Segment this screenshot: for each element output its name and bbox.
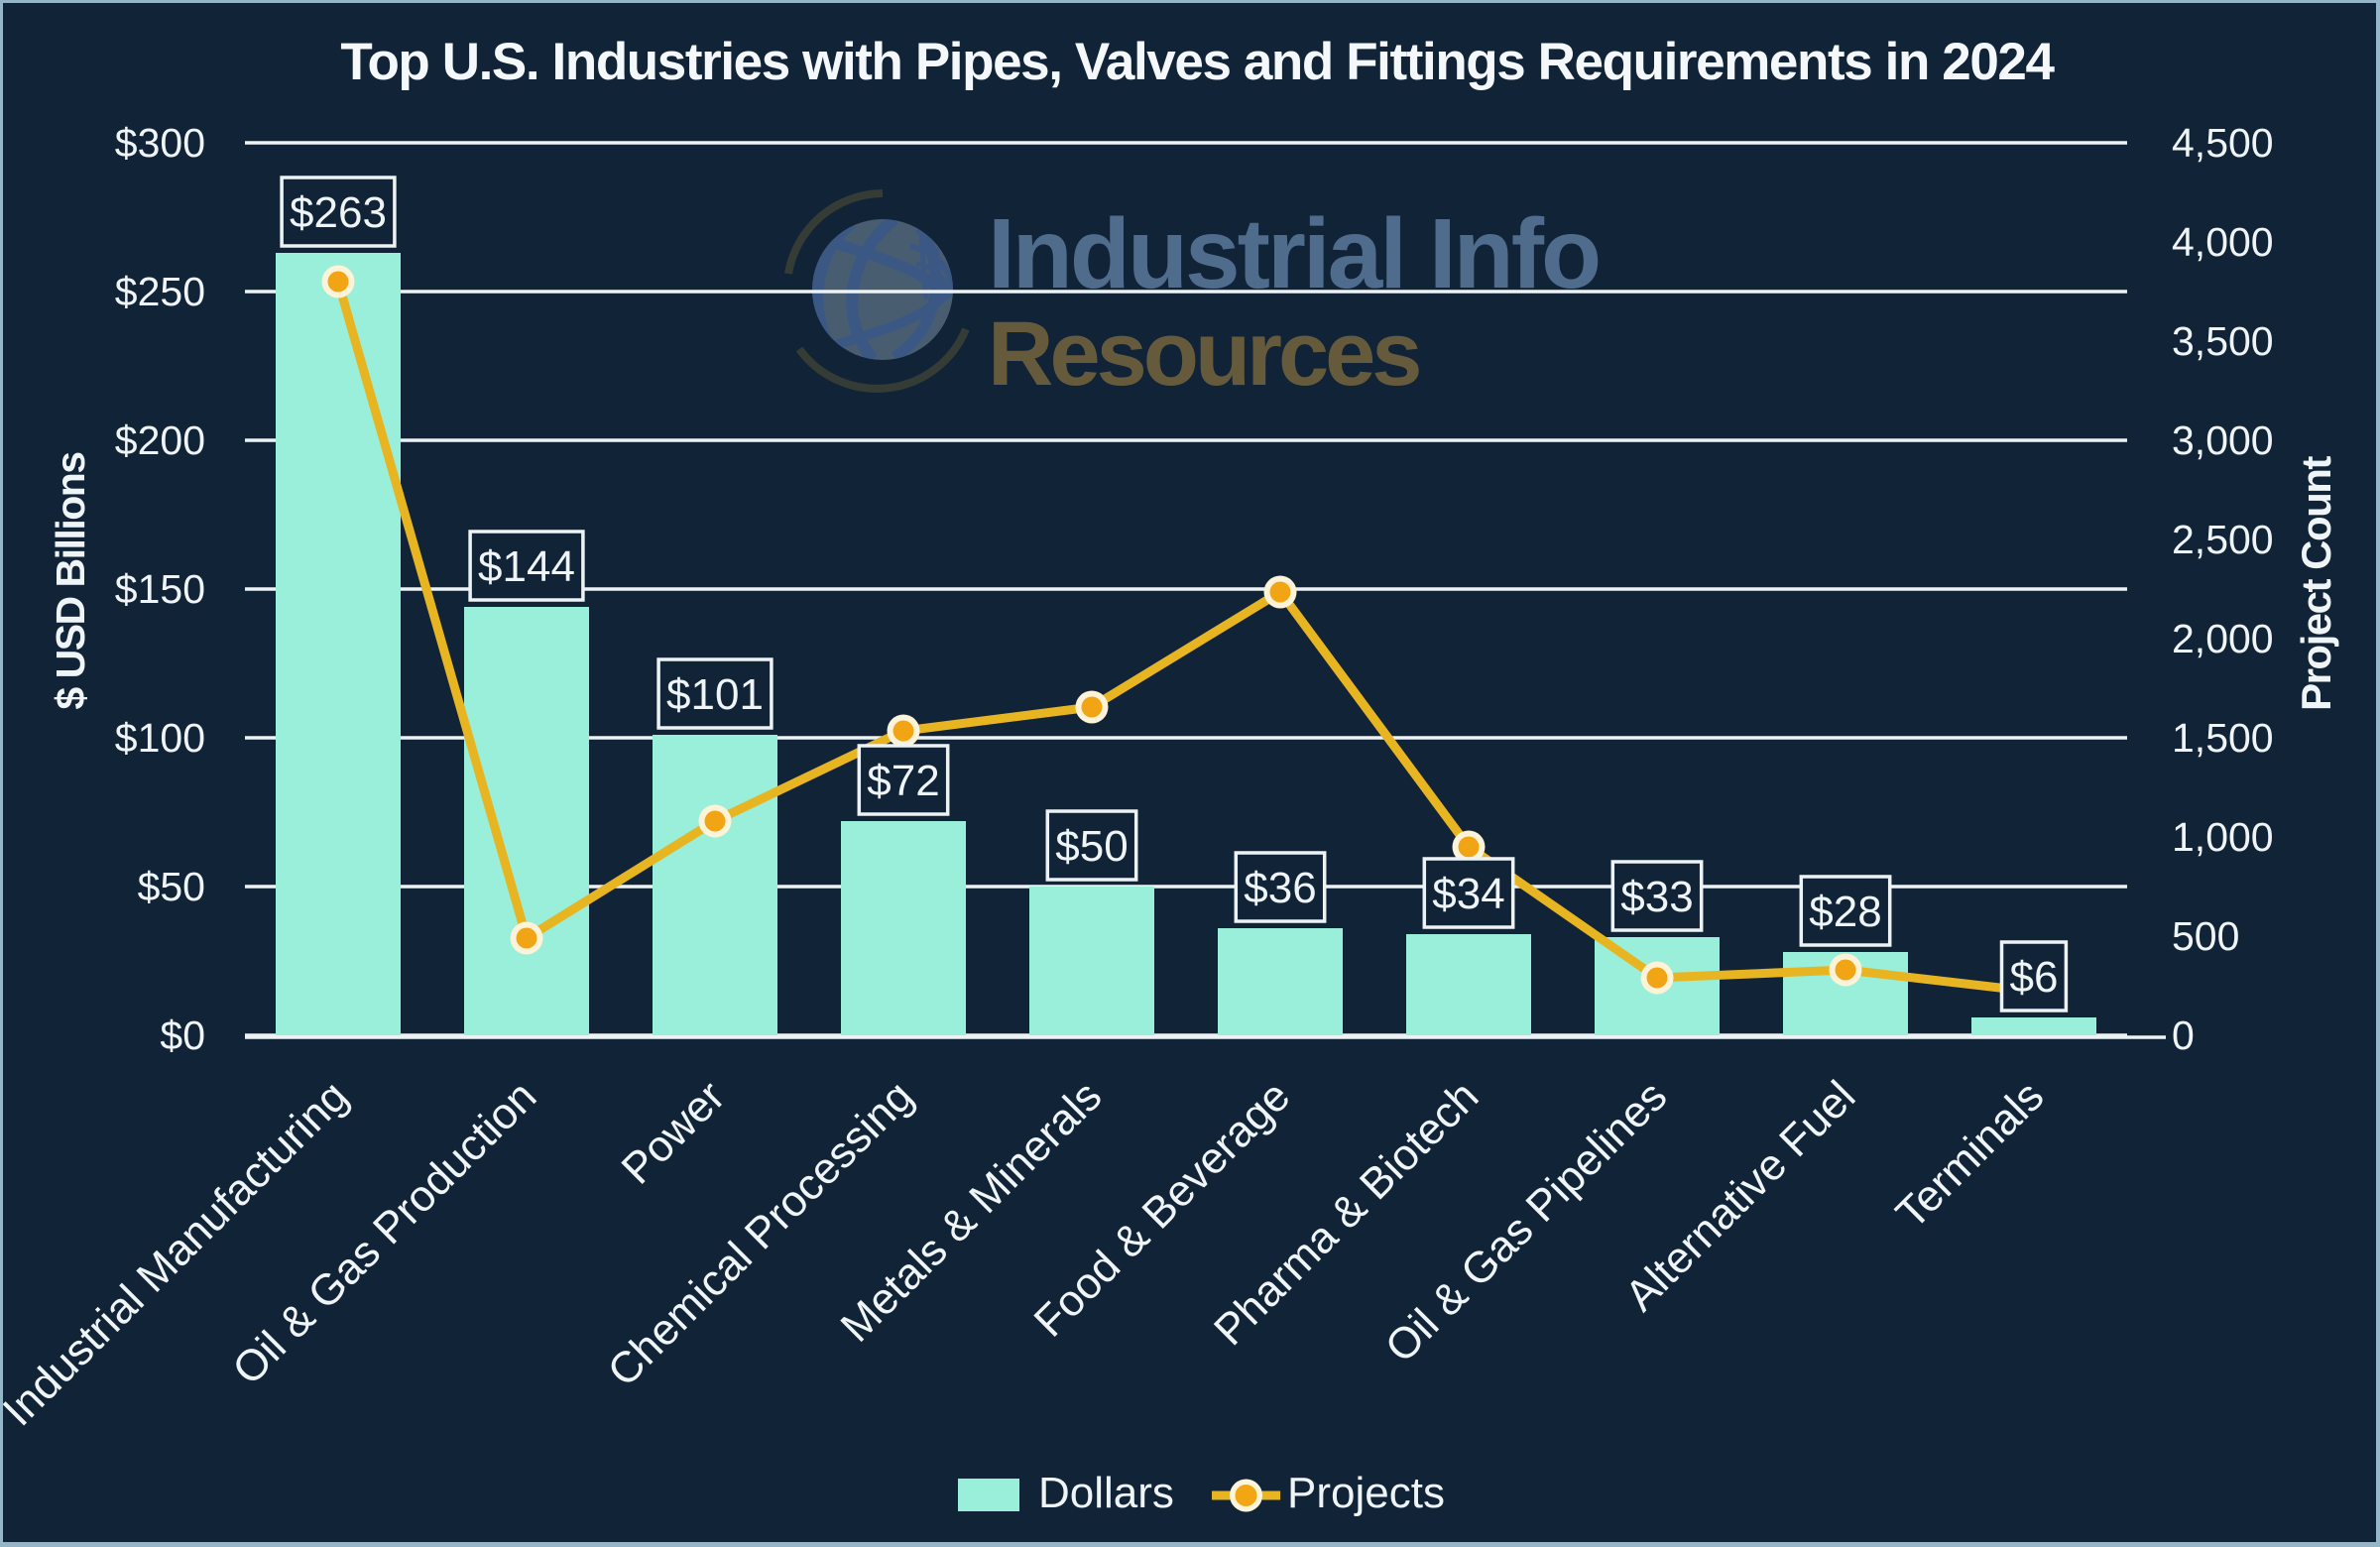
svg-text:2,000: 2,000 [2172,616,2274,661]
svg-text:1,000: 1,000 [2172,814,2274,860]
svg-text:2,500: 2,500 [2172,517,2274,562]
svg-text:4,000: 4,000 [2172,219,2274,265]
svg-text:3,000: 3,000 [2172,417,2274,463]
svg-text:$0: $0 [160,1012,205,1058]
svg-text:$72: $72 [867,757,939,805]
svg-text:$36: $36 [1244,864,1316,912]
svg-text:$263: $263 [290,188,387,237]
svg-text:$300: $300 [115,120,205,166]
svg-text:Top U.S. Industries with Pipes: Top U.S. Industries with Pipes, Valves a… [340,33,2055,91]
svg-text:Project Count: Project Count [2293,456,2339,711]
svg-text:Dollars: Dollars [1038,1469,1174,1517]
svg-text:Projects: Projects [1287,1469,1445,1517]
svg-text:$144: $144 [478,542,575,591]
svg-text:$6: $6 [2010,953,2059,1002]
svg-text:$34: $34 [1432,870,1504,918]
svg-text:$50: $50 [1055,822,1128,871]
svg-text:$50: $50 [138,864,205,909]
svg-text:$28: $28 [1809,888,1881,936]
svg-text:4,500: 4,500 [2172,120,2274,166]
svg-text:0: 0 [2172,1012,2195,1058]
svg-text:$200: $200 [115,417,205,463]
svg-text:$100: $100 [115,715,205,761]
svg-text:$ USD Billions: $ USD Billions [48,452,93,710]
svg-text:Resources: Resources [988,303,1419,405]
svg-text:500: 500 [2172,913,2239,959]
svg-text:$250: $250 [115,269,205,314]
svg-text:1,500: 1,500 [2172,715,2274,761]
svg-text:$101: $101 [666,670,764,719]
svg-text:$33: $33 [1620,873,1693,921]
svg-text:3,500: 3,500 [2172,318,2274,364]
svg-text:$150: $150 [115,566,205,612]
